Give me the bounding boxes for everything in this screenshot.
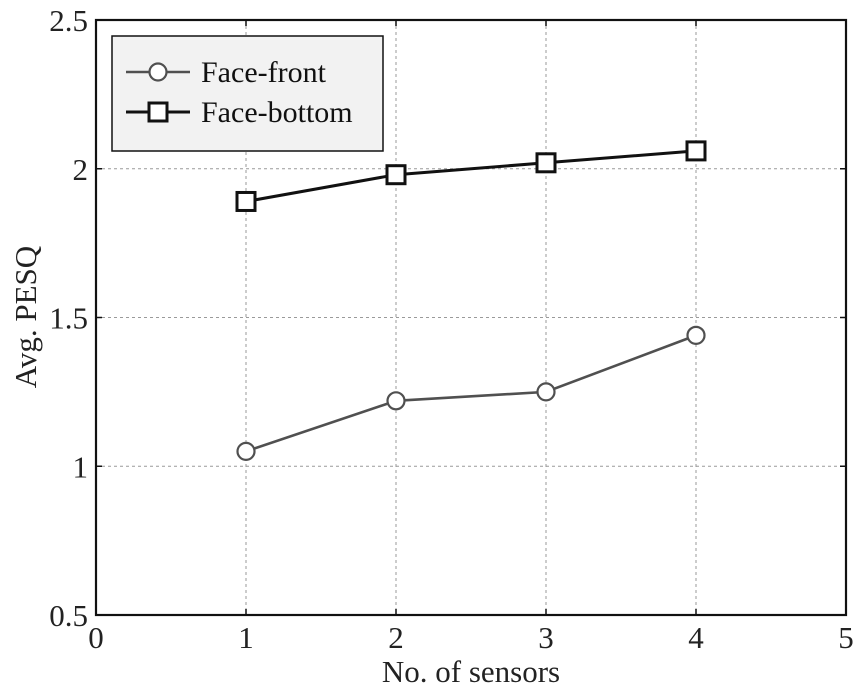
x-tick-label: 0 — [88, 620, 104, 655]
x-tick-label: 5 — [838, 620, 854, 655]
series-face-bottom — [235, 140, 707, 212]
x-tick-label: 1 — [238, 620, 254, 655]
data-point-face-front — [686, 325, 706, 345]
data-point-face-bottom — [235, 190, 257, 212]
legend-item-face-front: Face-front — [126, 56, 327, 89]
legend-marker-face-bottom — [147, 101, 169, 123]
x-axis-title: No. of sensors — [382, 654, 560, 689]
data-point-face-bottom — [535, 152, 557, 174]
data-point-face-front — [386, 391, 406, 411]
y-axis-title: Avg. PESQ — [8, 246, 43, 388]
y-tick-label: 2 — [73, 152, 89, 187]
data-point-face-front — [236, 441, 256, 461]
legend-label-face-front: Face-front — [201, 56, 327, 89]
data-point-face-bottom — [685, 140, 707, 162]
legend: Face-front Face-bottom — [111, 35, 384, 152]
y-tick-label: 1.5 — [49, 301, 88, 336]
legend-marker-face-front — [148, 62, 168, 82]
y-tick-label: 1 — [73, 449, 89, 484]
legend-label-face-bottom: Face-bottom — [201, 96, 353, 129]
series-line-face-bottom — [245, 149, 697, 203]
axis-ticks: 0 1 2 3 4 5 0.5 1 1.5 2 2.5 — [49, 3, 854, 655]
series-face-front — [236, 325, 706, 461]
y-tick-label: 0.5 — [49, 598, 88, 633]
series-group — [235, 140, 707, 461]
y-tick-label: 2.5 — [49, 3, 88, 38]
legend-item-face-bottom: Face-bottom — [126, 96, 353, 129]
legend-box — [111, 35, 384, 152]
data-point-face-bottom — [385, 164, 407, 186]
series-line-face-front — [245, 334, 697, 453]
data-point-face-front — [536, 382, 556, 402]
x-tick-label: 2 — [388, 620, 404, 655]
x-tick-label: 3 — [538, 620, 554, 655]
x-tick-label: 4 — [688, 620, 704, 655]
